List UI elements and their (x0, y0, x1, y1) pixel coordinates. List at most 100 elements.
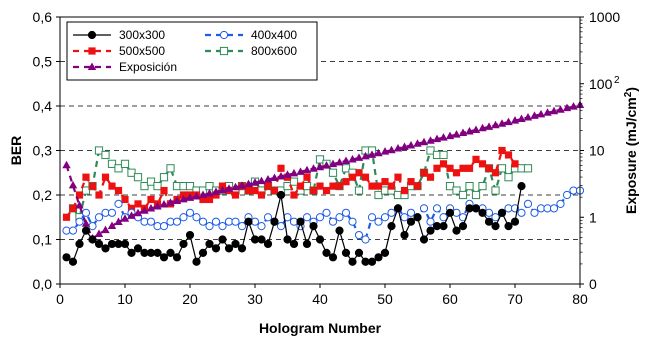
data-point-300x300 (270, 217, 279, 226)
data-point-400x400 (432, 204, 442, 213)
data-point-400x400 (231, 217, 240, 226)
data-point-exposicion (478, 123, 487, 132)
data-point-exposicion (445, 131, 455, 140)
data-point-300x300 (276, 190, 286, 200)
data-point-500x500 (511, 160, 519, 168)
data-point-800x600 (94, 146, 104, 155)
data-point-300x300 (497, 208, 507, 217)
x-tick-label: 70 (507, 291, 523, 307)
data-point-exposicion (185, 193, 195, 201)
data-point-exposicion (94, 229, 104, 238)
data-point-400x400 (107, 208, 117, 217)
data-point-400x400 (530, 208, 539, 217)
data-point-exposicion (231, 182, 240, 191)
data-point-800x600 (166, 164, 175, 173)
data-point-500x500 (95, 191, 103, 199)
data-point-400x400 (380, 213, 390, 222)
data-point-400x400 (237, 222, 247, 231)
data-point-exposicion (192, 191, 201, 200)
data-point-300x300 (510, 217, 520, 226)
legend-label-500x500: 500x500 (119, 44, 165, 58)
data-point-300x300 (192, 257, 201, 266)
data-point-exposicion (179, 194, 188, 203)
data-point-800x600 (374, 190, 383, 200)
data-point-500x500 (355, 169, 363, 177)
data-point-exposicion (270, 173, 279, 182)
data-point-300x300 (374, 253, 383, 262)
data-point-500x500 (322, 186, 331, 195)
data-point-exposicion (400, 142, 409, 150)
data-point-300x300 (517, 182, 526, 191)
data-point-800x600 (504, 173, 513, 182)
data-point-300x300 (335, 226, 344, 235)
data-point-400x400 (146, 217, 156, 226)
data-point-exposicion (497, 119, 507, 127)
data-point-500x500 (361, 173, 370, 181)
data-point-exposicion (237, 181, 247, 189)
data-point-exposicion (484, 122, 494, 130)
data-point-exposicion (198, 190, 208, 199)
y2-axis-title-tail: ) (623, 87, 639, 92)
data-point-300x300 (484, 217, 494, 226)
data-point-400x400 (185, 208, 195, 217)
data-point-800x600 (465, 182, 474, 191)
series-500x500 (62, 146, 519, 221)
data-point-500x500 (257, 191, 266, 199)
data-point-exposicion (341, 156, 351, 165)
y2-axis-title-sup: 2 (623, 91, 634, 97)
data-point-400x400 (315, 213, 325, 222)
data-point-exposicion (419, 137, 429, 146)
data-point-800x600 (101, 150, 110, 160)
x-tick-label: 10 (117, 291, 133, 307)
data-point-300x300 (315, 235, 325, 244)
data-point-400x400 (406, 208, 416, 217)
data-point-400x400 (114, 199, 123, 208)
data-point-exposicion (569, 102, 578, 110)
data-point-800x600 (114, 164, 123, 173)
data-point-500x500 (296, 182, 305, 190)
data-point-400x400 (172, 217, 182, 226)
data-point-400x400 (302, 213, 312, 222)
data-point-300x300 (88, 235, 97, 244)
data-point-exposicion (536, 109, 546, 118)
data-point-300x300 (491, 222, 500, 231)
data-point-exposicion (244, 179, 253, 188)
data-point-800x600 (185, 182, 195, 191)
data-point-exposicion (309, 164, 318, 172)
data-point-500x500 (62, 213, 71, 221)
data-point-400x400 (549, 204, 559, 213)
data-point-300x300 (400, 230, 409, 240)
data-point-300x300 (367, 257, 377, 266)
data-point-exposicion (504, 117, 513, 126)
data-point-400x400 (491, 213, 500, 222)
data-point-exposicion (510, 116, 520, 124)
data-point-500x500 (212, 191, 220, 199)
data-point-300x300 (101, 244, 110, 253)
legend-marker-500x500 (88, 47, 96, 55)
data-point-500x500 (420, 169, 428, 177)
y2-tick-label: 10 (589, 143, 605, 159)
x-tick-label: 50 (377, 291, 393, 307)
data-point-500x500 (199, 195, 207, 204)
data-point-500x500 (101, 173, 110, 181)
data-point-500x500 (316, 182, 324, 190)
data-point-400x400 (335, 213, 344, 222)
data-point-500x500 (88, 182, 97, 190)
data-point-exposicion (491, 120, 500, 129)
data-point-400x400 (88, 222, 97, 231)
data-point-500x500 (264, 182, 272, 190)
data-point-exposicion (374, 148, 383, 157)
data-point-300x300 (341, 248, 351, 257)
data-point-exposicion (549, 106, 559, 115)
data-point-400x400 (159, 222, 169, 231)
data-point-300x300 (68, 257, 78, 266)
data-point-exposicion (250, 178, 260, 186)
legend-marker-800x600 (219, 46, 229, 56)
data-point-exposicion (517, 114, 526, 123)
data-point-300x300 (445, 208, 455, 217)
y-tick-label: 0,6 (33, 9, 53, 25)
data-point-exposicion (543, 108, 552, 116)
data-point-500x500 (244, 186, 253, 195)
y2-axis-title-base: Exposure (mJ/cm (623, 97, 639, 214)
data-point-800x600 (491, 186, 500, 195)
